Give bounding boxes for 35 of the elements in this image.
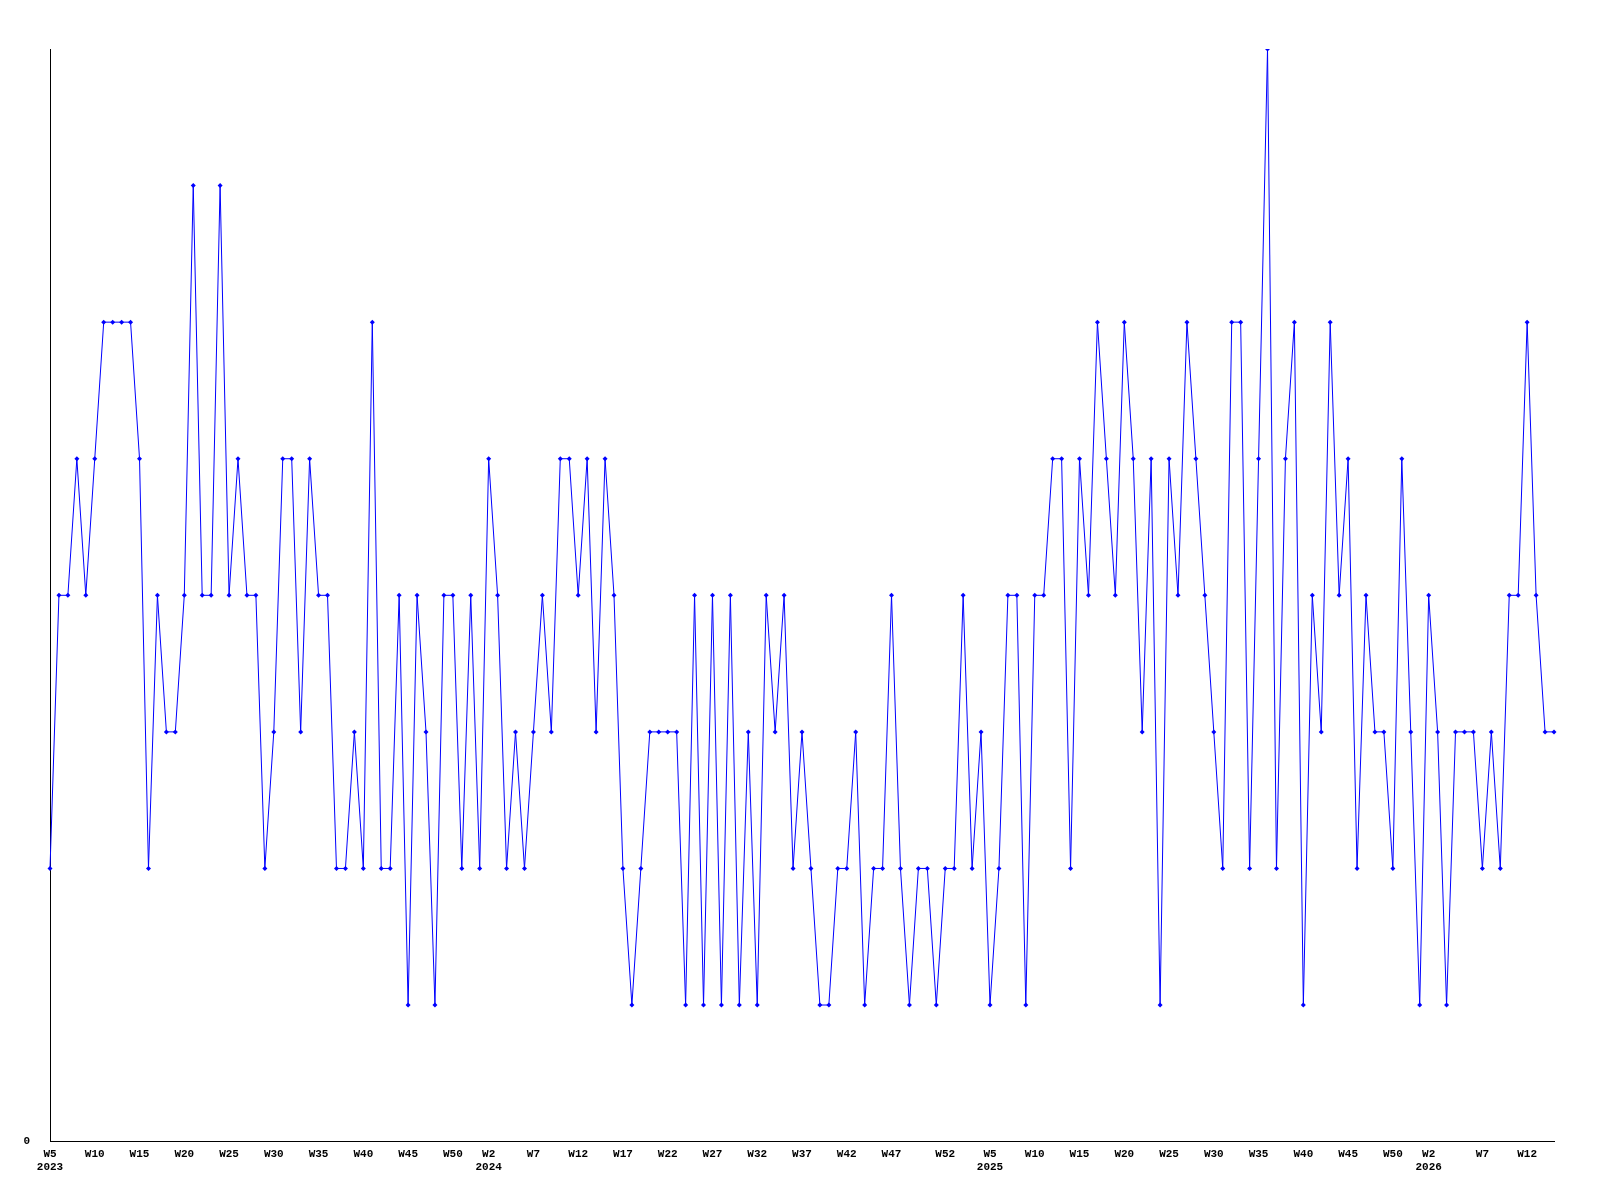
- x-tick-label: W30: [1203, 1147, 1224, 1160]
- x-tick-label: W17: [613, 1147, 633, 1160]
- x-tick-label: W50: [442, 1147, 463, 1160]
- x-tick-label: W47: [881, 1147, 902, 1160]
- x-tick-label: W2 2026: [1415, 1147, 1442, 1174]
- x-tick-label: W25: [219, 1147, 240, 1160]
- x-tick-label: W42: [836, 1147, 857, 1160]
- text: 0: [23, 1135, 30, 1148]
- x-tick-label: W40: [1293, 1147, 1314, 1160]
- x-tick-label: W25: [1159, 1147, 1180, 1160]
- x-tick-label: W12: [1517, 1147, 1538, 1160]
- x-tick-label: W32: [747, 1147, 768, 1160]
- x-tick-label: W7: [526, 1147, 541, 1160]
- x-tick-label: W15: [1069, 1147, 1090, 1160]
- x-tick-label: W45: [1338, 1147, 1359, 1160]
- x-tick-label: W5 2023: [36, 1147, 64, 1174]
- x-tick-label: W37: [792, 1147, 812, 1160]
- x-tick-label: W7: [1475, 1147, 1489, 1160]
- x-tick-label: W20: [1114, 1147, 1135, 1160]
- x-tick-label: W10: [84, 1147, 105, 1160]
- x-tick-label: W40: [353, 1147, 374, 1160]
- x-tick-label: W30: [263, 1147, 284, 1160]
- x-tick-label: W10: [1024, 1147, 1045, 1160]
- x-tick-label: W50: [1382, 1147, 1403, 1160]
- x-tick-label: W20: [174, 1147, 195, 1160]
- x-tick-label: W45: [398, 1147, 419, 1160]
- x-tick-label: W22: [657, 1147, 678, 1160]
- x-tick-label: W52: [935, 1147, 956, 1160]
- x-tick-label: W5 2025: [976, 1147, 1004, 1174]
- x-tick-label: W27: [702, 1147, 723, 1160]
- x-tick-label: W12: [568, 1147, 589, 1160]
- x-tick-label: W35: [1248, 1147, 1269, 1160]
- x-tick-label: W35: [308, 1147, 329, 1160]
- x-tick-label: W15: [129, 1147, 150, 1160]
- x-tick-label: W2 2024: [475, 1147, 503, 1174]
